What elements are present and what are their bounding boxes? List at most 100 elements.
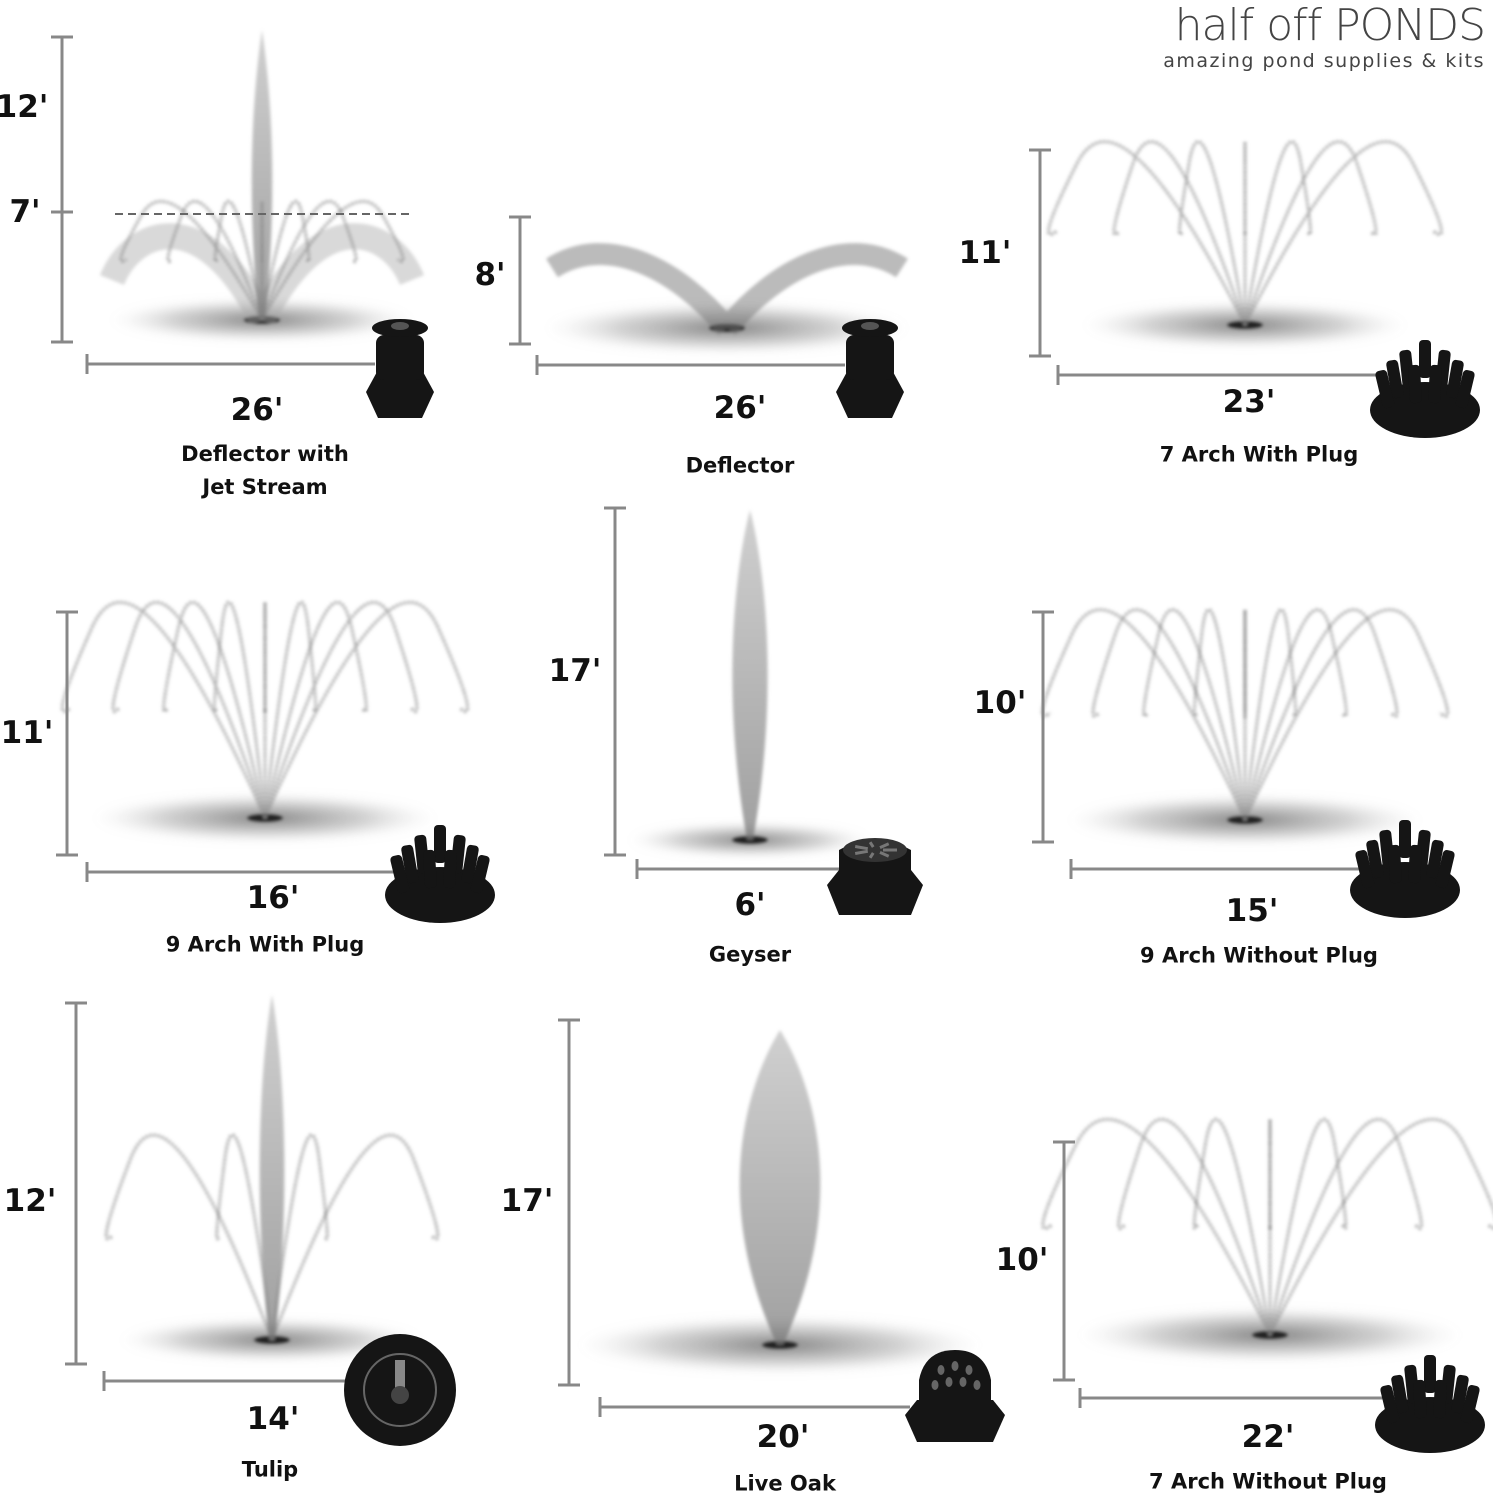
nozzle-name: Geyser [708,942,792,967]
spray-arch [260,200,311,321]
spray-arch [60,600,267,819]
tulip-ring [363,1353,437,1427]
arch-tube [470,854,490,894]
arch-nozzle-icon [1370,340,1480,438]
secondary-height-label: 7' [9,194,41,230]
nozzle-name: Live Oak [734,1471,836,1496]
octagon-base [905,1400,1005,1442]
dome-top [843,838,907,862]
width-label: 26' [230,392,284,428]
spray-arch [104,1133,274,1341]
deflector-nozzle-icon [366,319,434,418]
arch-tube [1435,849,1455,889]
arch-tube [1413,1379,1427,1419]
spray-jet [259,995,285,1340]
outlet [861,322,879,330]
geyser-nozzle-icon [827,838,923,915]
dome-hole [965,1365,973,1375]
dome-slot [854,849,869,855]
width-label: 23' [1222,384,1276,420]
tulip-nozzle-icon [344,1334,456,1446]
spray-arch [263,600,470,819]
nozzle-name: Deflector [685,453,795,478]
dome-slot [868,852,875,859]
height-label: 12' [3,1183,57,1219]
spray-arch [270,1133,440,1341]
width-label: 15' [1225,893,1279,929]
arch-tube [1380,1384,1400,1424]
dome-hole [959,1377,967,1387]
spray-jet [251,30,273,320]
nozzle-name: 7 Arch With Plug [1159,442,1359,467]
arch-tube [1455,369,1475,409]
tulip-post [395,1360,405,1400]
dome-slot [879,842,890,850]
dome-hole [973,1380,981,1390]
nozzle-name: Deflector with Jet Stream [181,442,349,499]
spray-arch [111,600,267,819]
height-label: 17' [548,653,602,689]
width-label: 26' [713,390,767,426]
height-label: 10' [973,685,1027,721]
spray-jet [739,1030,821,1345]
brand-tagline: amazing pond supplies & kits [1163,50,1485,72]
width-label: 20' [756,1419,810,1455]
nozzle-name: 9 Arch With Plug [165,932,365,957]
spray-arch [1243,608,1399,821]
arch-tube [1355,849,1375,889]
arch-nozzle-icon [1375,1355,1485,1453]
spray-arch [1192,1117,1272,1336]
spray-arch [1243,608,1348,821]
brand-name: half off PONDS [1174,0,1486,51]
height-label: 10' [995,1242,1049,1278]
nozzle-name: 7 Arch Without Plug [1149,1469,1387,1494]
spray-arch [1268,1117,1423,1336]
spray-arch [1243,608,1450,821]
spray-arch [263,600,318,819]
spray-arch [1047,140,1247,326]
arch-tube [1375,369,1395,409]
spray-arch [1243,140,1443,326]
spray-deflector-sheet [546,243,908,336]
spray-arch [1192,608,1247,821]
spray-arch [1112,140,1247,326]
arch-tube [1408,844,1422,884]
height-label: 11' [0,715,54,751]
arch-tube [1408,364,1422,404]
nozzle-name: Tulip [241,1457,299,1482]
arch-tube [1433,1379,1447,1419]
octagon-base [366,370,434,418]
spray-arch [1268,1117,1493,1336]
arch-tube [434,825,446,863]
arch-tube [390,854,410,894]
dome-hole [937,1365,945,1375]
height-label: 12' [0,89,49,125]
dome [919,1350,991,1410]
arch-nozzle-icon [1350,820,1460,918]
dome-hole [951,1361,959,1371]
spray-arch [1243,608,1298,821]
outlet [391,322,409,330]
spray-arch [1091,608,1247,821]
width-label: 14' [246,1401,300,1437]
octagon-base [836,370,904,418]
spray-arch [1268,1117,1348,1336]
spray-arch [1041,1117,1272,1336]
dome-hole [931,1380,939,1390]
spray-arch [1142,608,1247,821]
arch-tube [443,849,457,889]
width-label: 22' [1241,1419,1295,1455]
height-label: 11' [958,235,1012,271]
dome-slot [868,841,875,848]
octagon-base [827,870,923,915]
arch-nozzle-icon [385,825,495,923]
spray-arch [1243,140,1378,326]
spray-arch [213,200,264,321]
arch-tube [1419,340,1431,378]
spray-arch [1040,608,1247,821]
body [376,335,424,380]
arch-tube [1460,1384,1480,1424]
spray-jet [732,510,768,840]
spray-arch [119,199,264,321]
tulip-center [391,1386,409,1404]
